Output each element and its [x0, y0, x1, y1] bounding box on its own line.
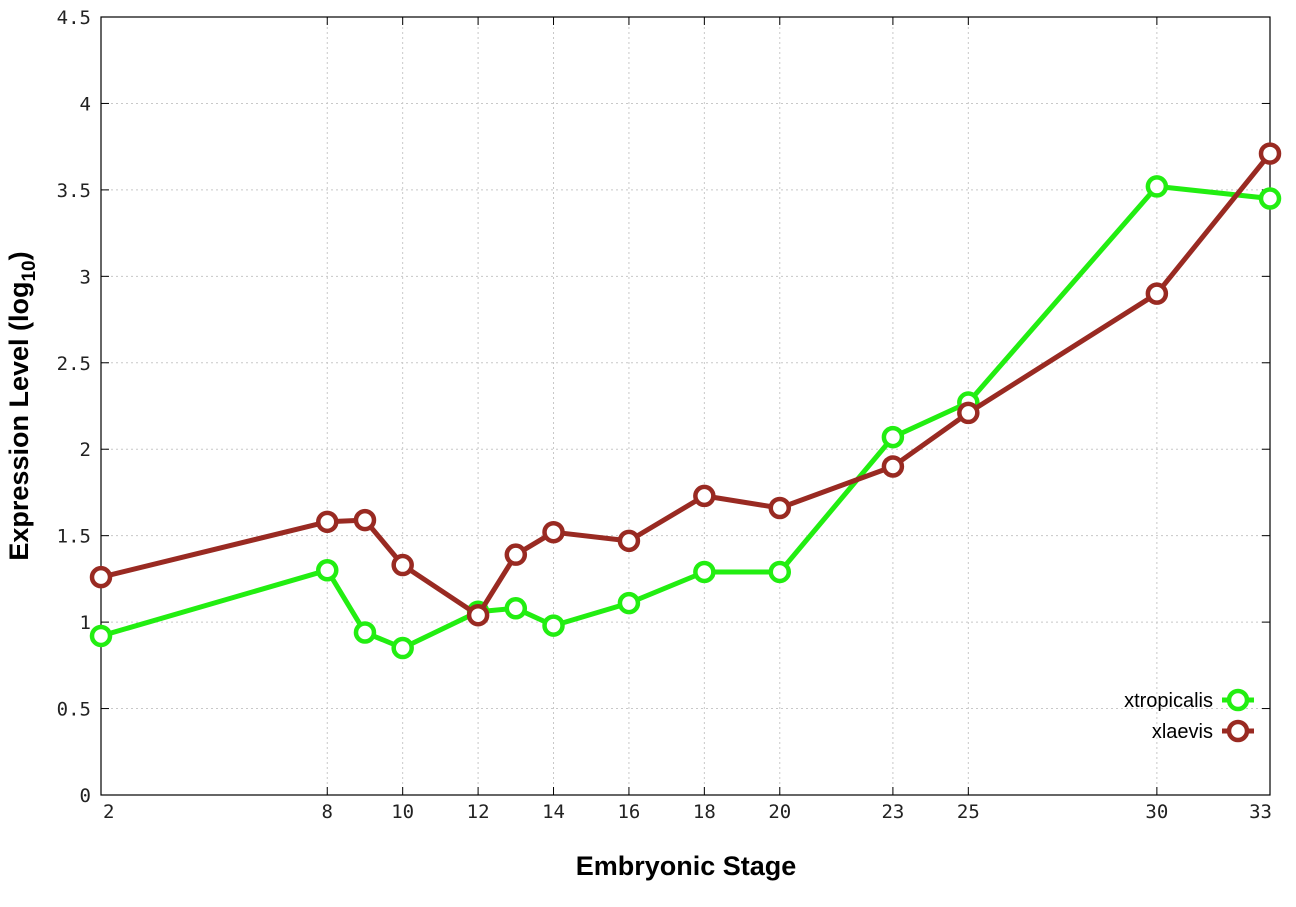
y-tick-label: 4: [80, 93, 91, 115]
x-tick-label: 10: [391, 801, 414, 823]
data-point-xlaevis: [466, 603, 490, 627]
series-line-xlaevis: [100, 152, 1272, 618]
data-point-xtropicalis: [542, 614, 565, 637]
data-point-xlaevis: [957, 401, 980, 425]
legend-label-xtropicalis: xtropicalis: [1124, 690, 1213, 712]
y-tick-label: 2: [80, 439, 91, 461]
data-point-xlaevis: [89, 565, 113, 589]
data-point-xlaevis: [504, 543, 528, 566]
data-point-xlaevis: [1258, 142, 1282, 165]
y-tick-label: 3: [80, 266, 91, 288]
data-point-xtropicalis: [881, 425, 905, 449]
x-tick-label: 30: [1145, 801, 1168, 823]
x-tick-label: 12: [467, 801, 490, 823]
y-tick-label: 0: [80, 785, 91, 807]
y-tick-label: 4.5: [57, 7, 91, 29]
x-tick-label: 16: [617, 801, 640, 823]
y-tick-label: 3.5: [57, 180, 91, 202]
x-axis-title: Embryonic Stage: [576, 851, 797, 881]
legend-swatch-marker: [1226, 719, 1250, 743]
data-point-xlaevis: [617, 529, 641, 553]
series-layer: [89, 142, 1282, 660]
data-point-xlaevis: [316, 510, 339, 534]
y-tick-label: 1: [80, 612, 91, 634]
grid-lines: [101, 17, 1270, 795]
data-point-xlaevis: [353, 508, 377, 532]
legend-swatch-marker: [1226, 688, 1250, 712]
data-point-xlaevis: [768, 496, 792, 520]
series-xlaevis: [89, 142, 1282, 627]
x-tick-label: 18: [693, 801, 716, 823]
x-tick-label: 23: [881, 801, 904, 823]
series-xtropicalis: [89, 175, 1282, 660]
y-tick-label: 1.5: [57, 526, 91, 548]
axis-ticks: 0 0.5 1 1.5 2 2.5 3 3.5 4 4.5 2 8 10 12 14 16 18 20 23 25 30…: [57, 7, 1272, 823]
data-point-xlaevis: [693, 484, 716, 508]
data-point-xtropicalis: [504, 597, 528, 620]
x-tick-label: 8: [322, 801, 333, 823]
x-tick-label: 2: [103, 801, 114, 823]
data-point-xtropicalis: [617, 591, 641, 615]
data-point-xtropicalis: [1145, 175, 1169, 198]
x-tick-label: 20: [768, 801, 791, 823]
data-point-xtropicalis: [89, 624, 113, 648]
series-line-xtropicalis: [100, 183, 1271, 651]
x-tick-label: 33: [1249, 801, 1272, 823]
legend: xtropicalis xlaevis: [1124, 688, 1254, 743]
data-point-xlaevis: [881, 455, 905, 478]
data-point-xtropicalis: [353, 621, 377, 644]
data-point-xlaevis: [1145, 282, 1169, 305]
data-point-xtropicalis: [1258, 187, 1282, 210]
data-point-xlaevis: [391, 553, 414, 577]
y-tick-label: 2.5: [57, 353, 91, 375]
legend-label-xlaevis: xlaevis: [1152, 721, 1213, 743]
data-point-xtropicalis: [693, 560, 716, 584]
y-axis-title: Expression Level (log10): [4, 251, 40, 560]
data-point-xtropicalis: [391, 636, 414, 660]
data-point-xtropicalis: [768, 560, 792, 584]
data-point-xlaevis: [542, 520, 565, 544]
x-tick-label: 25: [957, 801, 980, 823]
x-tick-label: 14: [542, 801, 565, 823]
data-point-xtropicalis: [316, 558, 339, 582]
y-tick-label: 0.5: [57, 699, 91, 721]
plot-frame: [100, 16, 1271, 796]
